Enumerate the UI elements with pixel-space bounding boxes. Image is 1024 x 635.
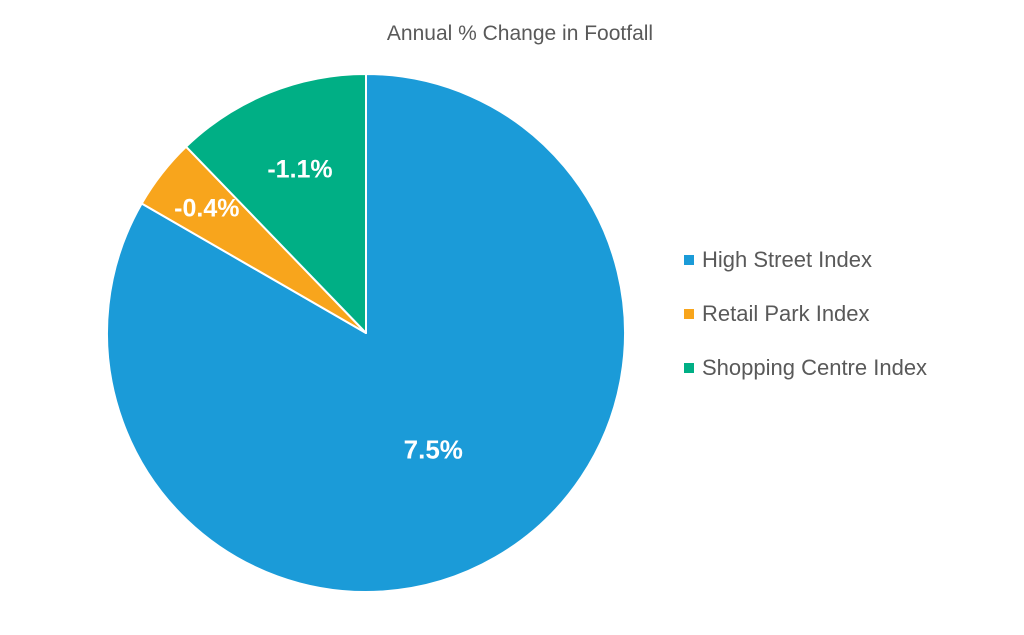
legend-swatch-retail-park (684, 309, 694, 319)
pie-slice-labels: 7.5% -0.4% -1.1% (174, 156, 463, 465)
slice-label-shopping-centre: -1.1% (267, 156, 332, 184)
legend-swatch-high-street (684, 255, 694, 265)
legend-label-high-street: High Street Index (702, 247, 872, 272)
chart-title: Annual % Change in Footfall (386, 22, 654, 45)
legend-item-retail-park: Retail Park Index (684, 272, 927, 356)
legend-label-retail-park: Retail Park Index (702, 301, 870, 326)
legend-label-shopping-centre: Shopping Centre Index (702, 355, 928, 380)
legend: High Street Index Retail Park Index Shop… (684, 218, 927, 410)
pie-slices (106, 73, 626, 593)
legend-swatch-shopping-centre (684, 363, 694, 373)
legend-item-shopping-centre: Shopping Centre Index (684, 326, 927, 410)
pie-slice-shopping-centre (185, 73, 367, 334)
slice-label-high-street: 7.5% (404, 435, 463, 465)
legend-item-high-street: High Street Index (684, 218, 927, 302)
slice-label-retail-park: -0.4% (174, 195, 239, 223)
